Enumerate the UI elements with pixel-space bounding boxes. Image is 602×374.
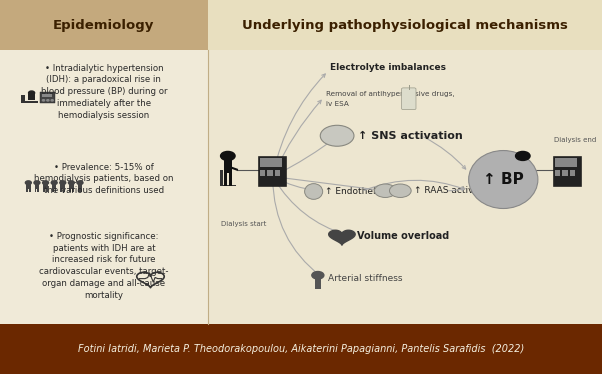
Text: Volume overload: Volume overload xyxy=(357,231,449,240)
Text: • Prognostic significance:
patients with IDH are at
increased risk for future
ca: • Prognostic significance: patients with… xyxy=(39,232,169,300)
FancyBboxPatch shape xyxy=(208,0,602,50)
FancyBboxPatch shape xyxy=(72,188,73,192)
FancyBboxPatch shape xyxy=(260,171,265,176)
FancyBboxPatch shape xyxy=(81,188,82,192)
FancyBboxPatch shape xyxy=(569,171,575,176)
Circle shape xyxy=(34,181,40,184)
Circle shape xyxy=(320,125,354,146)
FancyBboxPatch shape xyxy=(402,88,416,110)
FancyBboxPatch shape xyxy=(0,50,208,324)
FancyBboxPatch shape xyxy=(0,0,208,50)
FancyBboxPatch shape xyxy=(43,188,45,192)
FancyBboxPatch shape xyxy=(69,188,71,192)
FancyBboxPatch shape xyxy=(78,188,79,192)
FancyBboxPatch shape xyxy=(224,172,227,186)
FancyBboxPatch shape xyxy=(519,157,527,173)
Circle shape xyxy=(60,181,66,184)
FancyBboxPatch shape xyxy=(229,172,232,186)
Circle shape xyxy=(51,99,53,101)
Text: Fotini Iatridi, Marieta P. Theodorakopoulou, Aikaterini Papagianni, Pantelis Sar: Fotini Iatridi, Marieta P. Theodorakopou… xyxy=(78,344,524,354)
Circle shape xyxy=(374,184,396,197)
FancyBboxPatch shape xyxy=(519,172,522,186)
FancyBboxPatch shape xyxy=(21,95,25,103)
FancyBboxPatch shape xyxy=(208,50,602,324)
FancyBboxPatch shape xyxy=(555,171,560,176)
FancyBboxPatch shape xyxy=(55,188,57,192)
FancyBboxPatch shape xyxy=(43,184,48,189)
FancyBboxPatch shape xyxy=(42,94,52,97)
FancyBboxPatch shape xyxy=(553,156,581,187)
FancyBboxPatch shape xyxy=(275,171,280,176)
Polygon shape xyxy=(329,230,355,245)
Circle shape xyxy=(312,272,324,279)
FancyBboxPatch shape xyxy=(60,184,65,189)
FancyBboxPatch shape xyxy=(315,278,321,289)
FancyBboxPatch shape xyxy=(515,184,530,187)
FancyBboxPatch shape xyxy=(260,158,282,167)
FancyBboxPatch shape xyxy=(258,156,286,187)
Circle shape xyxy=(515,151,530,160)
FancyBboxPatch shape xyxy=(220,171,223,187)
FancyBboxPatch shape xyxy=(267,171,273,176)
Circle shape xyxy=(42,99,45,101)
Text: ↑ BP: ↑ BP xyxy=(483,172,524,187)
Text: Dialysis end: Dialysis end xyxy=(554,137,596,142)
FancyBboxPatch shape xyxy=(37,188,39,192)
FancyBboxPatch shape xyxy=(69,184,73,189)
Text: ↑ RAAS activation: ↑ RAAS activation xyxy=(414,186,497,195)
Text: Electrolyte imbalances: Electrolyte imbalances xyxy=(330,63,446,72)
Text: Arterial stiffness: Arterial stiffness xyxy=(328,274,403,283)
FancyBboxPatch shape xyxy=(63,188,65,192)
FancyBboxPatch shape xyxy=(26,188,28,192)
Circle shape xyxy=(69,181,75,184)
Text: ↑ SNS activation: ↑ SNS activation xyxy=(358,131,463,141)
FancyBboxPatch shape xyxy=(555,158,577,167)
Ellipse shape xyxy=(305,184,323,199)
Circle shape xyxy=(28,91,35,95)
Circle shape xyxy=(220,151,235,160)
FancyBboxPatch shape xyxy=(0,324,602,374)
Text: Removal of antihypertensive drugs,: Removal of antihypertensive drugs, xyxy=(326,91,455,97)
FancyBboxPatch shape xyxy=(220,184,235,187)
Text: Underlying pathophysiological mechanisms: Underlying pathophysiological mechanisms xyxy=(242,19,568,32)
Text: iv ESA: iv ESA xyxy=(326,101,349,107)
Circle shape xyxy=(51,181,57,184)
FancyBboxPatch shape xyxy=(60,188,63,192)
Ellipse shape xyxy=(468,150,538,209)
FancyBboxPatch shape xyxy=(29,188,31,192)
FancyBboxPatch shape xyxy=(21,101,37,103)
Text: Dialysis start: Dialysis start xyxy=(221,221,267,227)
FancyBboxPatch shape xyxy=(40,92,55,103)
FancyBboxPatch shape xyxy=(46,188,48,192)
Text: ↑ Endothelin-1: ↑ Endothelin-1 xyxy=(325,187,393,196)
FancyBboxPatch shape xyxy=(28,94,36,100)
FancyBboxPatch shape xyxy=(35,188,37,192)
FancyBboxPatch shape xyxy=(52,188,54,192)
FancyBboxPatch shape xyxy=(224,157,232,173)
FancyBboxPatch shape xyxy=(78,184,82,189)
Circle shape xyxy=(47,99,49,101)
FancyBboxPatch shape xyxy=(562,171,568,176)
Circle shape xyxy=(43,181,49,184)
FancyBboxPatch shape xyxy=(52,184,57,189)
FancyBboxPatch shape xyxy=(524,172,527,186)
Circle shape xyxy=(77,181,83,184)
Text: Epidemiology: Epidemiology xyxy=(53,19,155,32)
FancyBboxPatch shape xyxy=(515,171,518,187)
Circle shape xyxy=(25,181,31,184)
Text: • Intradialytic hypertension
(IDH): a paradoxical rise in
blood pressure (BP) du: • Intradialytic hypertension (IDH): a pa… xyxy=(40,64,167,120)
Circle shape xyxy=(389,184,411,197)
FancyBboxPatch shape xyxy=(26,184,31,189)
Text: • Prevalence: 5-15% of
hemodialysis patients, based on
the various definitions u: • Prevalence: 5-15% of hemodialysis pati… xyxy=(34,163,173,195)
FancyBboxPatch shape xyxy=(35,184,39,189)
